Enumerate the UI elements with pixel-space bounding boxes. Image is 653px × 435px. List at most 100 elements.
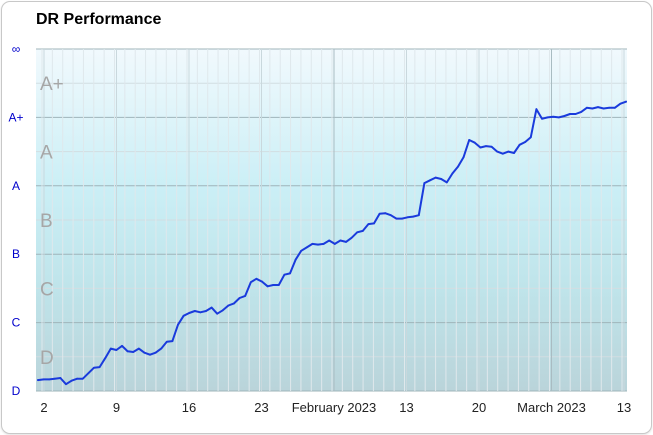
data-point (255, 277, 258, 280)
data-point (367, 223, 370, 226)
series-line (37, 100, 627, 386)
data-point (294, 258, 297, 261)
data-point (227, 304, 230, 307)
data-point (53, 377, 56, 380)
data-point (283, 273, 286, 276)
x-tick-label: 16 (182, 400, 196, 415)
data-point (339, 239, 342, 242)
x-tick-label: 20 (472, 400, 486, 415)
data-point (434, 176, 437, 179)
data-point (143, 351, 146, 354)
data-point (356, 231, 359, 234)
data-point (98, 366, 101, 368)
data-point (137, 347, 140, 350)
data-point (238, 297, 241, 299)
data-point (384, 212, 387, 215)
data-point (373, 222, 375, 225)
data-point (473, 141, 476, 144)
data-point (76, 377, 79, 380)
data-point (115, 349, 118, 351)
data-point (305, 246, 308, 249)
grade-band-label: A (40, 143, 53, 164)
y-tick-label: ∞ (12, 42, 21, 56)
data-point (81, 377, 84, 380)
data-point (608, 106, 611, 109)
data-point (389, 214, 392, 217)
data-point (205, 310, 207, 312)
data-point (569, 113, 571, 115)
data-point (317, 243, 319, 246)
grade-band-label: D (40, 348, 54, 369)
data-point (154, 351, 157, 354)
data-point (289, 272, 291, 275)
data-point (171, 340, 174, 342)
data-point (361, 230, 364, 232)
data-point (395, 217, 398, 220)
grade-band-label: A+ (40, 74, 64, 95)
data-point (524, 141, 527, 143)
data-point (597, 106, 599, 109)
x-tick-label: 2 (40, 400, 47, 415)
data-point (507, 150, 510, 153)
data-point (132, 351, 135, 353)
data-point (266, 285, 269, 288)
data-point (423, 182, 426, 184)
data-point (401, 217, 403, 220)
data-point (233, 302, 235, 305)
data-point (440, 178, 443, 180)
data-point (580, 111, 583, 113)
data-point (591, 107, 594, 110)
data-point (429, 179, 431, 182)
data-point (619, 102, 622, 105)
data-point (121, 344, 123, 347)
x-tick-label: 9 (113, 400, 120, 415)
data-point (574, 113, 577, 115)
data-point (518, 143, 521, 146)
data-point (311, 243, 314, 245)
data-point (37, 379, 39, 381)
y-tick-label: A (12, 179, 20, 193)
data-point (244, 295, 247, 297)
data-point (552, 115, 555, 118)
data-point (182, 314, 185, 317)
x-tick-label: 23 (254, 400, 268, 415)
data-point (485, 145, 487, 148)
data-point (188, 312, 191, 314)
y-tick-label: D (12, 384, 21, 398)
data-point (513, 152, 515, 154)
data-point (541, 117, 543, 120)
data-point (210, 306, 213, 309)
data-point (165, 340, 168, 343)
chart-title: DR Performance (36, 11, 162, 28)
x-tick-label: 13 (399, 400, 413, 415)
data-point (277, 284, 280, 286)
data-point (65, 383, 67, 386)
data-point (529, 136, 532, 139)
data-point (563, 115, 566, 117)
data-point (333, 243, 336, 245)
data-point (160, 347, 163, 350)
data-point (109, 347, 112, 350)
y-tick-label: A+ (8, 110, 23, 124)
data-point (87, 372, 90, 375)
data-point (345, 240, 347, 243)
data-point (406, 216, 409, 219)
data-point (249, 281, 252, 284)
data-point (350, 236, 353, 239)
data-point (457, 165, 459, 168)
data-point (613, 106, 616, 109)
data-point (328, 239, 331, 242)
data-point (462, 156, 465, 158)
data-point (70, 379, 73, 382)
grade-band-label: C (40, 279, 54, 300)
data-point (378, 212, 381, 215)
data-point (272, 284, 275, 286)
data-point (417, 214, 420, 217)
data-point (602, 107, 605, 110)
data-point (445, 181, 448, 184)
data-point (451, 172, 454, 175)
y-tick-label: C (12, 316, 21, 330)
data-point (496, 150, 499, 153)
data-point (193, 310, 196, 312)
